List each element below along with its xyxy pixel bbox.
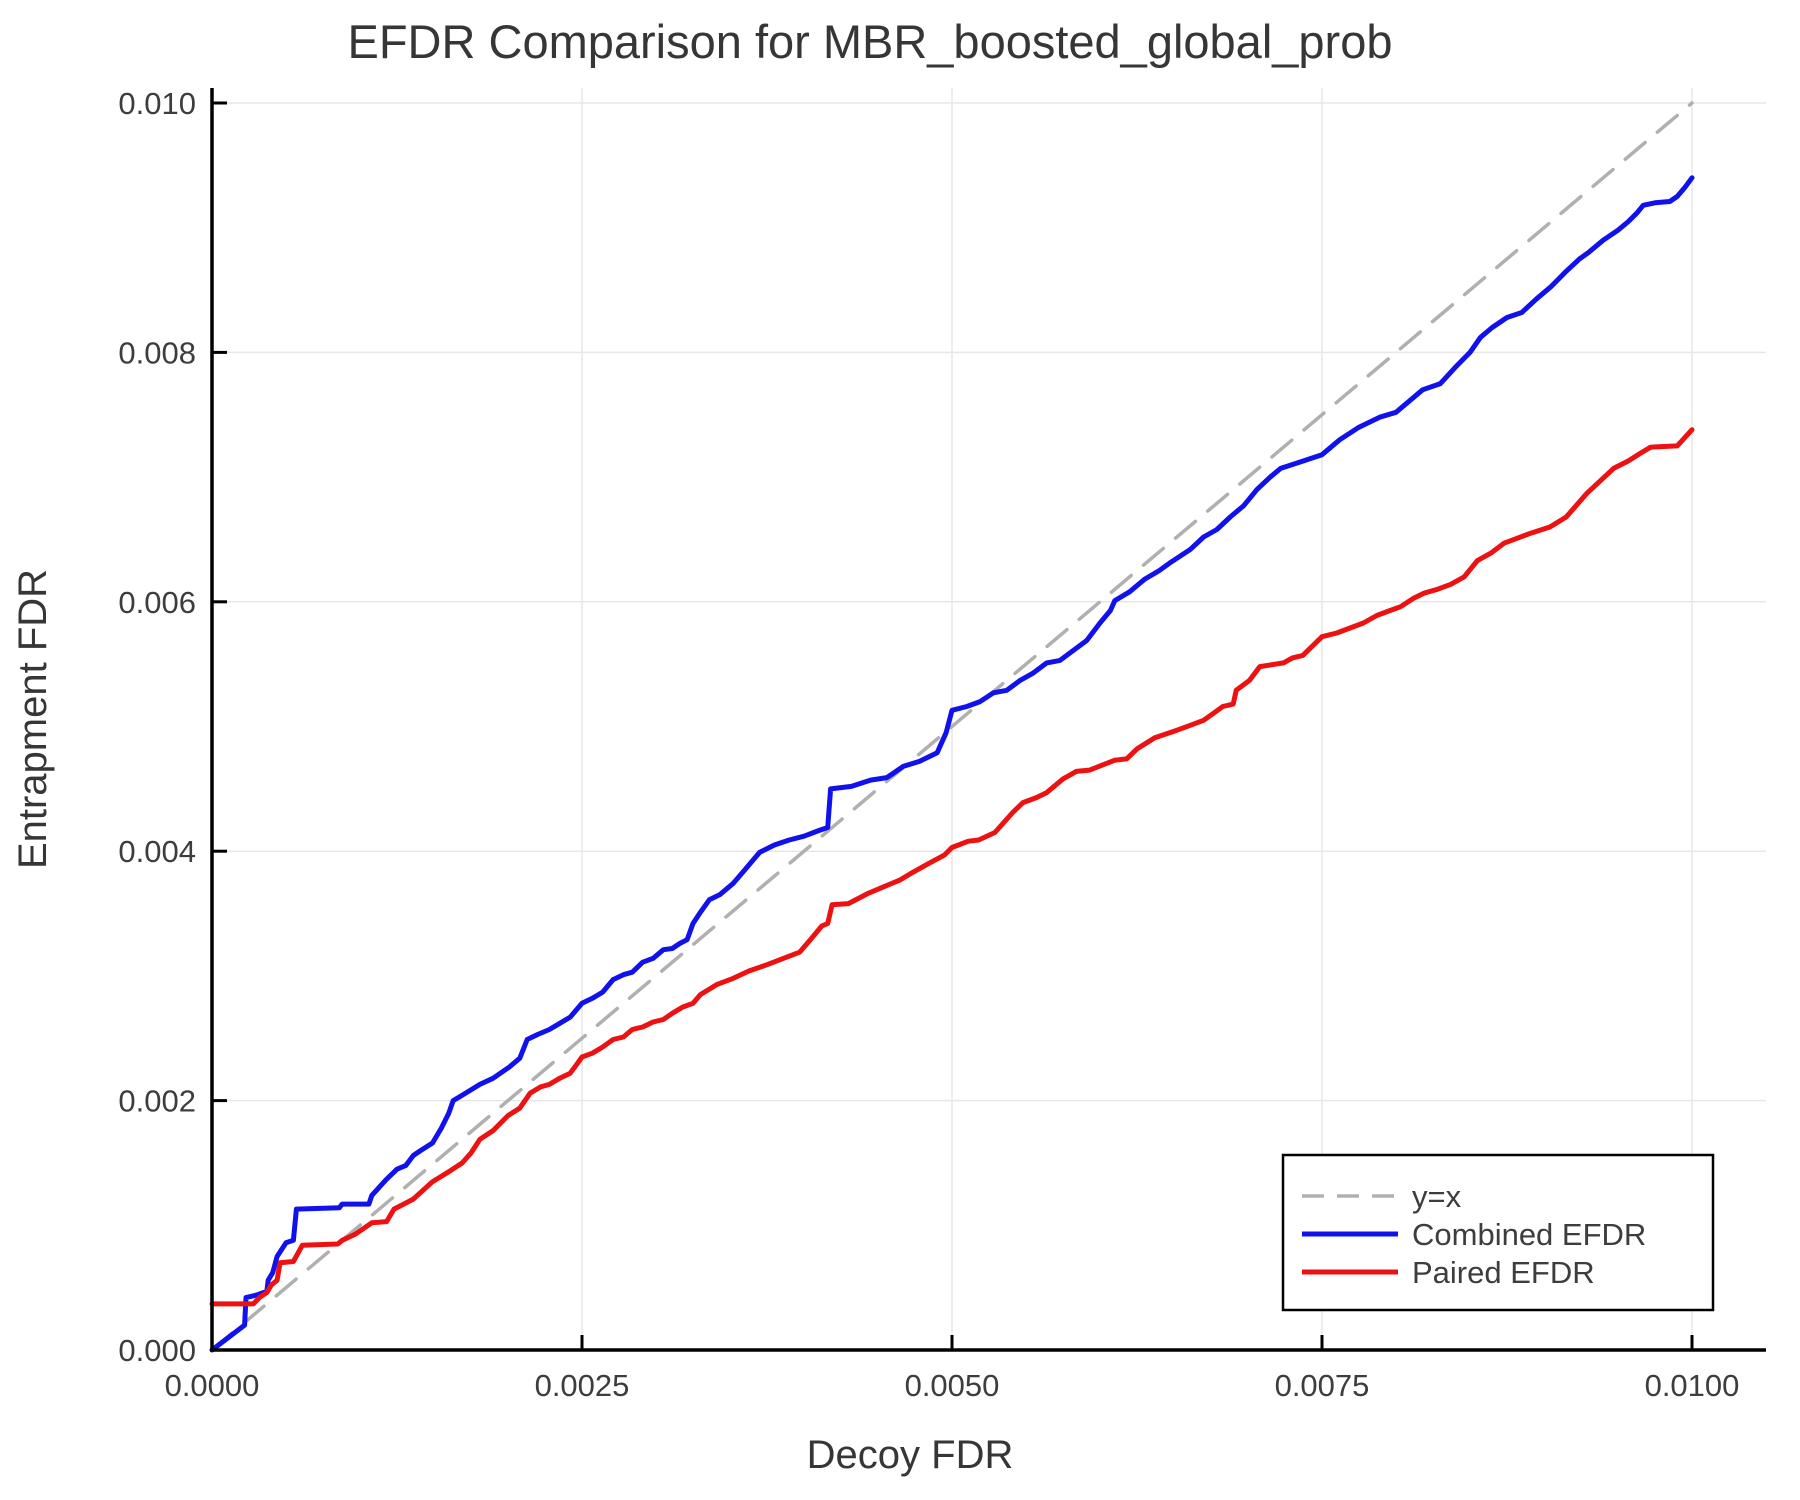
x-tick-label: 0.0100 [1645,1368,1740,1403]
y-tick-labels: 0.000 0.002 0.004 0.006 0.008 0.010 [118,86,196,1368]
legend: y=x Combined EFDR Paired EFDR [1281,1153,1715,1312]
y-axis-label: Entrapment FDR [11,569,55,869]
series-lines [209,175,1695,1353]
x-tick-label: 0.0075 [1275,1368,1370,1403]
y-tick-label: 0.002 [118,1084,196,1119]
x-tick-label: 0.0050 [905,1368,1000,1403]
legend-entry-y-equals-x: y=x [1302,1179,1462,1214]
gridlines [212,88,1766,1350]
legend-label-combined-efdr: Combined EFDR [1412,1217,1646,1252]
x-tick-label: 0.0025 [535,1368,630,1403]
axes [210,88,1766,1352]
y-tick-label: 0.010 [118,86,196,121]
series-line-combined-efdr [209,175,1695,1353]
legend-label-paired-efdr: Paired EFDR [1412,1255,1595,1290]
y-tick-label: 0.000 [118,1333,196,1368]
x-tick-labels: 0.0000 0.0025 0.0050 0.0075 0.0100 [165,1368,1740,1403]
x-axis-label: Decoy FDR [807,1433,1014,1477]
legend-entry-paired-efdr: Paired EFDR [1302,1255,1595,1290]
legend-entry-combined-efdr: Combined EFDR [1302,1217,1646,1252]
chart-title: EFDR Comparison for MBR_boosted_global_p… [348,15,1393,68]
series-y-equals-x-line [210,101,1694,1352]
y-tick-label: 0.008 [118,335,196,370]
x-tick-label: 0.0000 [165,1368,260,1403]
y-tick-label: 0.006 [118,585,196,620]
y-tick-label: 0.004 [118,834,196,869]
series-line-paired-efdr [209,427,1695,1307]
series-line-y-x [210,101,1694,1352]
legend-label-y-equals-x: y=x [1412,1179,1462,1214]
